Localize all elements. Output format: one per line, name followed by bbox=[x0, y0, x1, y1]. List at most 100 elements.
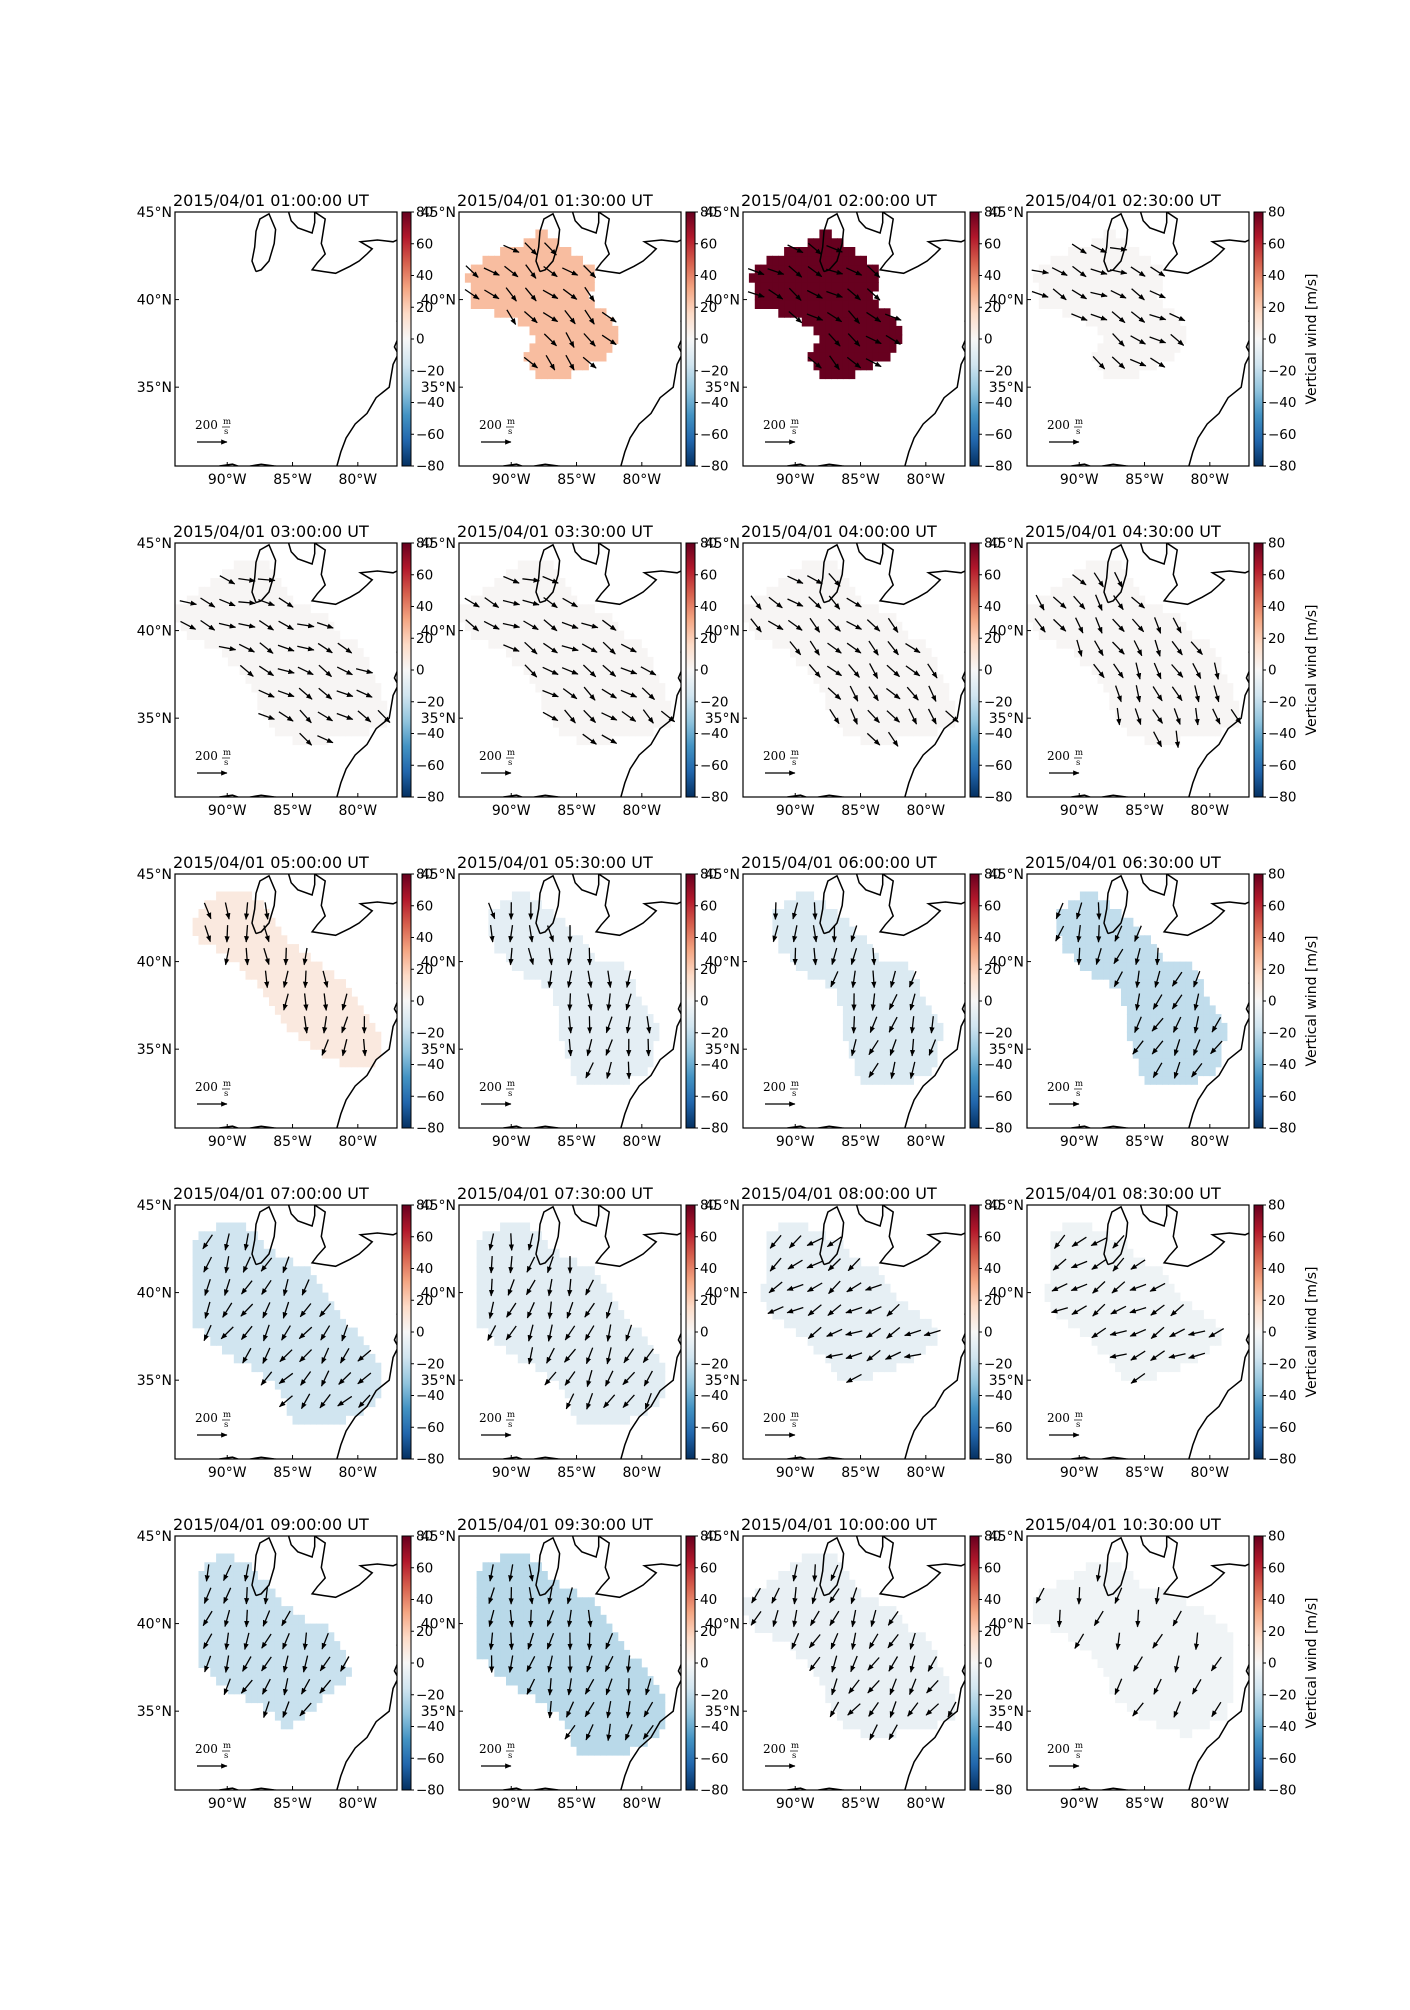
wind-arrow bbox=[277, 668, 295, 675]
field-cell bbox=[1132, 613, 1140, 623]
field-cell bbox=[476, 621, 484, 632]
field-cell bbox=[641, 700, 648, 711]
field-cell bbox=[470, 273, 478, 283]
field-cell bbox=[872, 952, 879, 963]
field-cell bbox=[1115, 909, 1122, 919]
field-cell bbox=[919, 1040, 926, 1050]
field-cell bbox=[1079, 595, 1087, 605]
field-cell bbox=[470, 613, 478, 623]
field-cell bbox=[760, 613, 768, 623]
field-cell bbox=[582, 352, 589, 362]
field-cell bbox=[872, 709, 879, 719]
field-cell bbox=[611, 709, 619, 719]
wind-arrow bbox=[1151, 1017, 1164, 1032]
lat-tick-label: 45°N bbox=[989, 205, 1024, 221]
great-lakes-shore bbox=[1139, 543, 1249, 606]
field-cell bbox=[233, 1318, 241, 1329]
field-cell bbox=[1185, 726, 1193, 737]
gulf-coast bbox=[1071, 1125, 1133, 1128]
field-cell bbox=[1121, 325, 1128, 336]
field-cell bbox=[257, 1248, 264, 1259]
field-cell bbox=[333, 656, 341, 667]
field-cell bbox=[523, 604, 531, 614]
field-cell bbox=[866, 1066, 873, 1077]
field-cell bbox=[547, 604, 554, 614]
field-cell bbox=[198, 1318, 205, 1329]
wind-arrow bbox=[928, 685, 937, 702]
field-cell bbox=[1168, 630, 1175, 640]
field-cell bbox=[286, 1301, 294, 1311]
field-cell bbox=[1056, 613, 1063, 623]
field-cell bbox=[1173, 700, 1181, 711]
scale-label-value: 200 bbox=[763, 1080, 786, 1094]
field-cell bbox=[564, 926, 572, 936]
lat-tick-label: 45°N bbox=[421, 867, 456, 883]
field-cell bbox=[198, 1283, 205, 1294]
field-cell bbox=[605, 656, 613, 667]
wind-arrow bbox=[847, 288, 861, 301]
field-cell bbox=[316, 656, 323, 667]
field-cell bbox=[860, 656, 867, 667]
vertical-wind-field bbox=[772, 891, 944, 1085]
field-cell bbox=[339, 979, 346, 989]
wind-arrow bbox=[620, 689, 638, 698]
field-cell bbox=[919, 691, 926, 702]
wind-arrow bbox=[522, 577, 540, 583]
field-cell bbox=[1179, 1005, 1187, 1015]
field-cell bbox=[801, 935, 809, 945]
field-cell bbox=[327, 1031, 335, 1042]
field-cell bbox=[854, 718, 862, 728]
field-cell bbox=[239, 1345, 247, 1355]
field-cell bbox=[227, 944, 235, 954]
field-cell bbox=[778, 595, 785, 605]
field-cell bbox=[600, 665, 607, 675]
field-cell bbox=[345, 1014, 352, 1024]
field-cell bbox=[772, 604, 779, 614]
field-cell bbox=[351, 1049, 358, 1059]
field-cell bbox=[825, 586, 832, 597]
field-cell bbox=[553, 352, 560, 362]
field-cell bbox=[553, 264, 560, 274]
field-cell bbox=[1126, 970, 1134, 980]
field-cell bbox=[233, 1222, 241, 1232]
wind-arrow bbox=[1112, 618, 1125, 632]
field-cell bbox=[523, 299, 531, 309]
field-cell bbox=[321, 1406, 329, 1416]
field-cell bbox=[198, 621, 205, 632]
field-cell bbox=[1138, 325, 1146, 336]
field-cell bbox=[913, 1057, 920, 1068]
field-cell bbox=[825, 952, 832, 963]
field-cell bbox=[363, 1345, 370, 1355]
lat-tick-label: 35°N bbox=[989, 711, 1024, 727]
lon-tick-label: 80°W bbox=[906, 1134, 945, 1150]
field-cell bbox=[233, 630, 241, 640]
field-cell bbox=[842, 926, 850, 936]
field-cell bbox=[1168, 1022, 1175, 1033]
field-cell bbox=[304, 1406, 311, 1416]
field-cell bbox=[1126, 247, 1134, 257]
wind-arrow bbox=[601, 311, 617, 323]
field-cell bbox=[760, 604, 768, 614]
field-cell bbox=[280, 604, 288, 614]
field-cell bbox=[286, 970, 294, 980]
field-cell bbox=[617, 709, 625, 719]
field-cell bbox=[263, 1362, 270, 1373]
field-cell bbox=[813, 352, 820, 362]
field-cell bbox=[186, 604, 194, 614]
wind-arrow bbox=[888, 1016, 898, 1033]
field-cell bbox=[1150, 308, 1157, 318]
field-cell bbox=[310, 1371, 317, 1381]
panel-title: 2015/04/01 06:00:00 UT bbox=[741, 853, 937, 872]
wind-arrow bbox=[1094, 594, 1103, 612]
field-cell bbox=[1197, 726, 1204, 737]
field-cell bbox=[831, 630, 838, 640]
field-cell bbox=[617, 970, 625, 980]
field-cell bbox=[274, 604, 282, 614]
field-cell bbox=[263, 578, 270, 588]
field-cell bbox=[1044, 264, 1052, 274]
field-cell bbox=[269, 700, 276, 711]
field-cell bbox=[327, 1406, 335, 1416]
field-cell bbox=[1097, 290, 1104, 301]
field-cell bbox=[778, 264, 785, 274]
field-cell bbox=[558, 691, 566, 702]
